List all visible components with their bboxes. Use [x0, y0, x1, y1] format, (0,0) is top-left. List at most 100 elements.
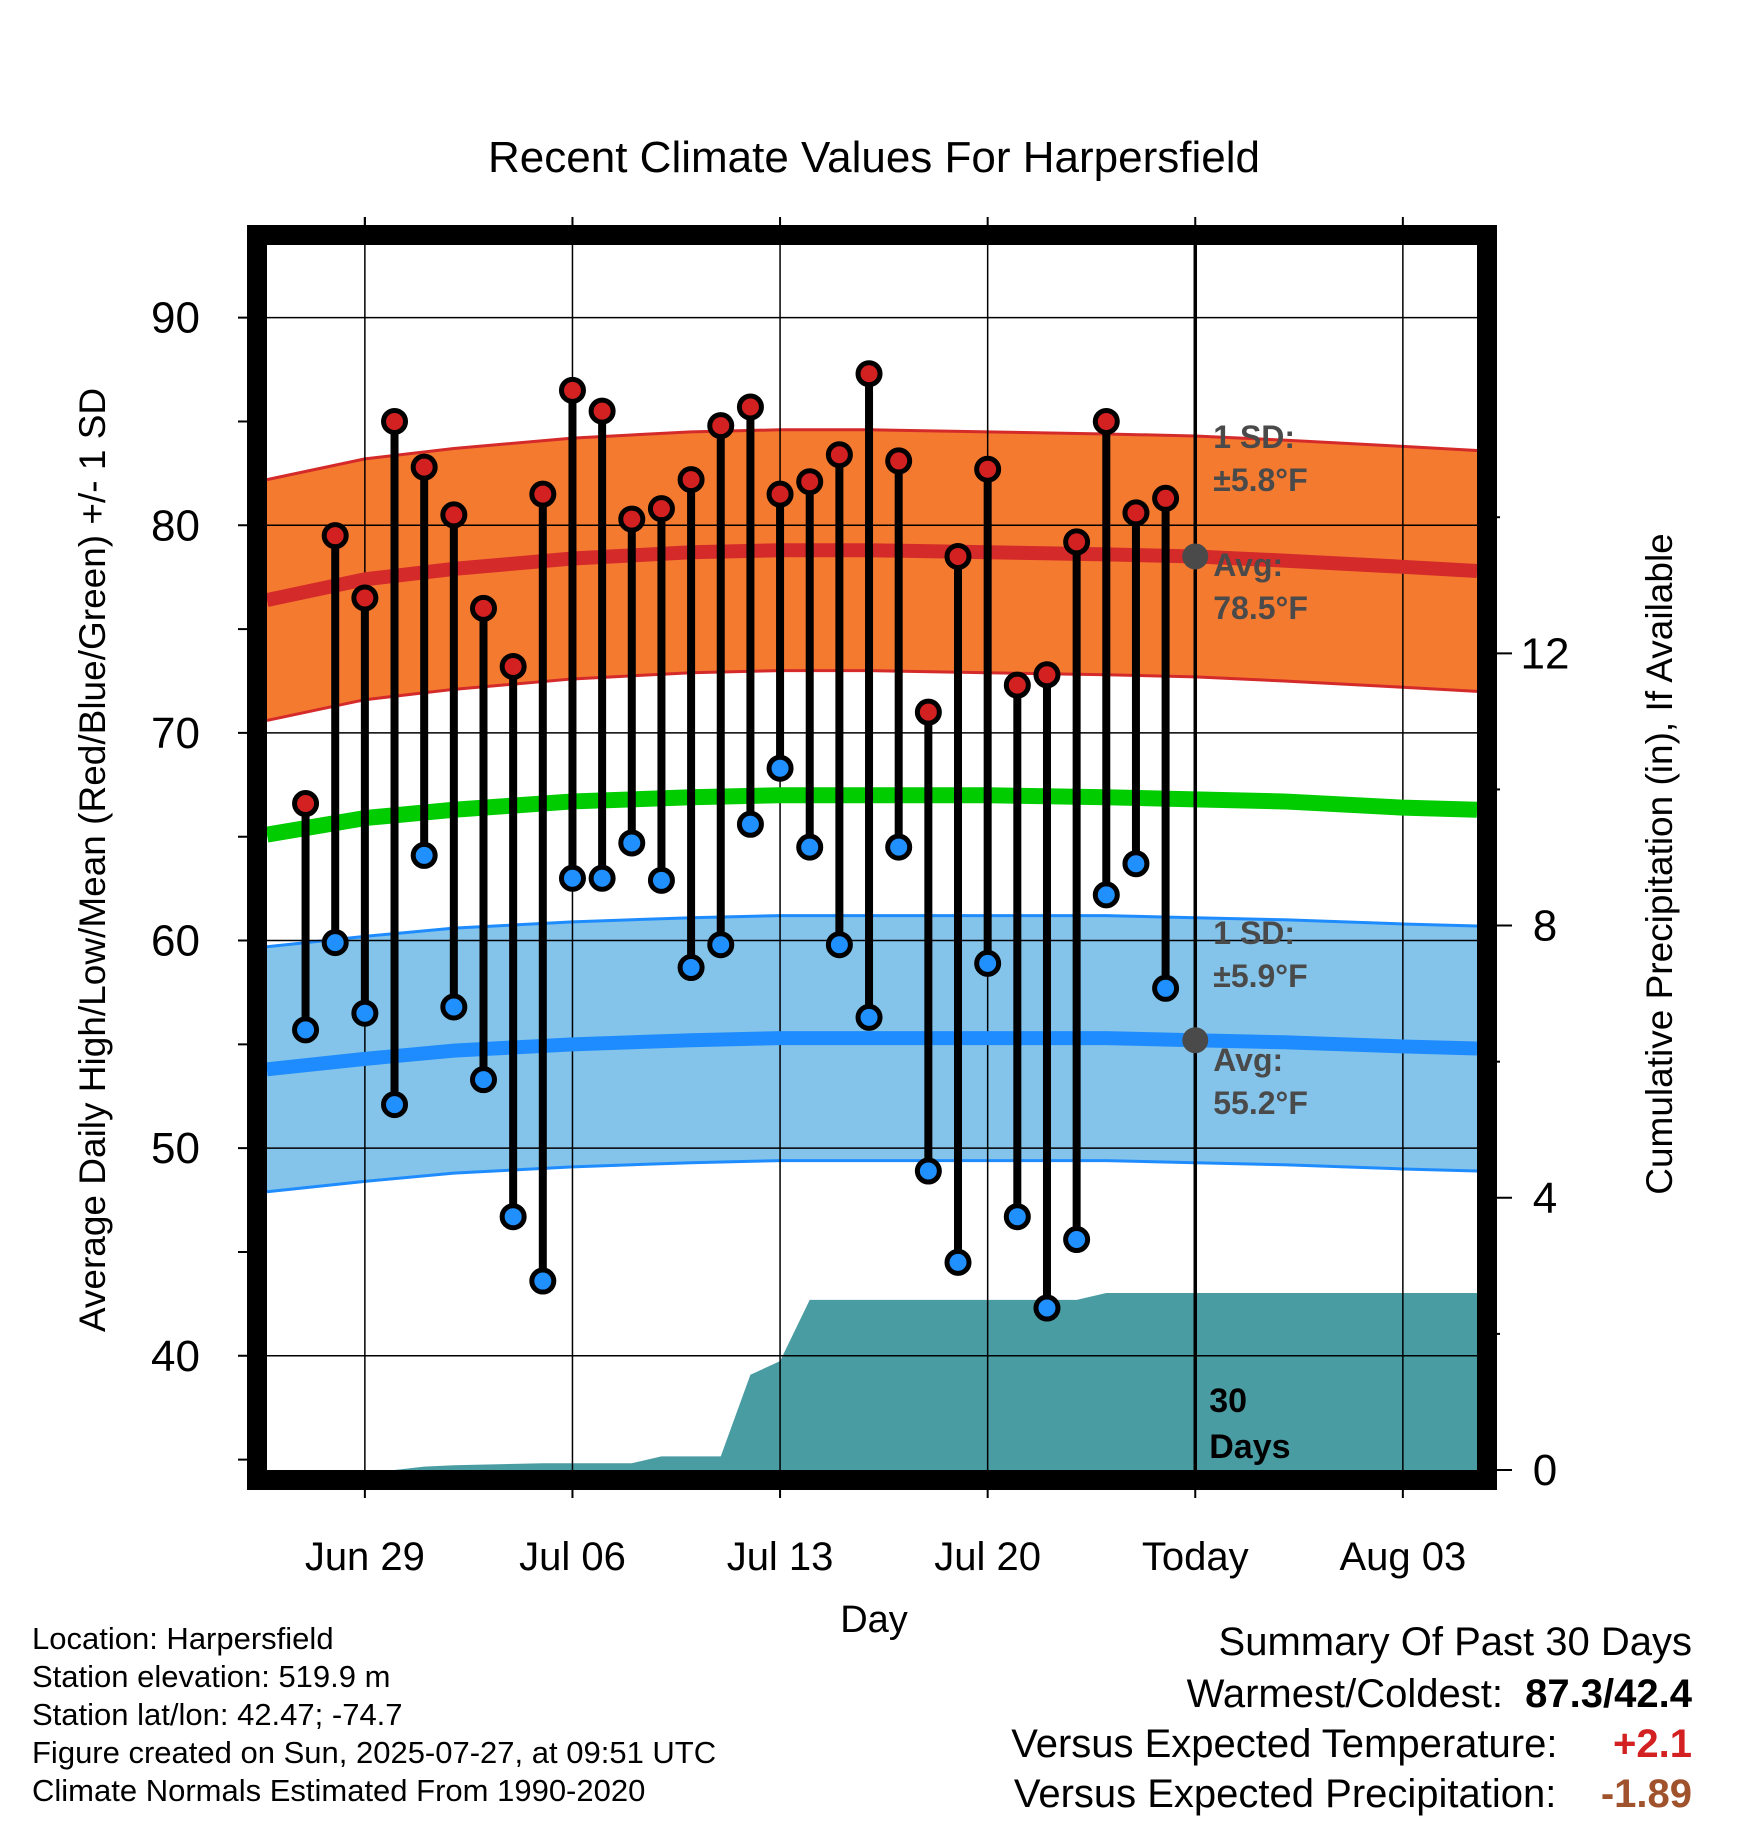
latlon-text: Station lat/lon: 42.47; -74.7	[32, 1697, 403, 1732]
precip-label: Versus Expected Precipitation:	[1013, 1772, 1557, 1816]
chart-title: Recent Climate Values For Harpersfield	[488, 133, 1260, 182]
daily-low-point	[1003, 1203, 1031, 1231]
daily-high-point	[1092, 407, 1120, 435]
daily-high-point	[944, 542, 972, 570]
daily-low-point	[647, 866, 675, 894]
high-sd-label: 1 SD:	[1213, 419, 1295, 455]
daily-low-point	[321, 929, 349, 957]
summary-title: Summary Of Past 30 Days	[1219, 1620, 1692, 1665]
daily-high-point	[321, 522, 349, 550]
temp-value: +2.1	[1613, 1722, 1692, 1766]
daily-low-point	[618, 829, 646, 857]
daily-low-point	[588, 864, 616, 892]
daily-low-point	[499, 1203, 527, 1231]
today-high-normal-marker	[1182, 543, 1209, 570]
y-axis-label: Average Daily High/Low/Mean (Red/Blue/Gr…	[72, 388, 113, 1332]
high-avg-label: Avg:	[1213, 547, 1283, 583]
daily-low-point	[351, 999, 379, 1027]
daily-low-point	[381, 1091, 409, 1119]
y-tick-label: 40	[151, 1332, 200, 1381]
low-avg-label: Avg:	[1213, 1042, 1283, 1078]
high-sd-value: ±5.8°F	[1213, 462, 1307, 498]
low-sd-lower-line	[266, 1159, 1478, 1194]
daily-high-point	[707, 412, 735, 440]
daily-low-point	[1152, 974, 1180, 1002]
daily-high-point	[885, 447, 913, 475]
summary-warm-cold: Warmest/Coldest: 87.3/42.4	[1187, 1672, 1692, 1717]
station-info: Location: Harpersfield Station elevation…	[32, 1620, 716, 1810]
daily-high-point	[529, 480, 557, 508]
daily-low-point	[1092, 881, 1120, 909]
daily-high-point	[1152, 484, 1180, 512]
y2-tick-label: 0	[1533, 1446, 1557, 1495]
x-tick-label: Jun 29	[305, 1535, 425, 1579]
x-tick-label: Jul 13	[727, 1535, 834, 1579]
daily-high-point	[796, 468, 824, 496]
daily-low-point	[974, 949, 1002, 977]
daily-low-point	[796, 833, 824, 861]
daily-high-point	[618, 505, 646, 533]
y2-tick-label: 8	[1533, 902, 1557, 951]
y-tick-label: 50	[151, 1124, 200, 1173]
x-tick-label: Aug 03	[1339, 1535, 1466, 1579]
daily-low-point	[469, 1066, 497, 1094]
normal-low-line	[266, 1031, 1478, 1077]
daily-low-point	[885, 833, 913, 861]
daily-high-point	[558, 376, 586, 404]
daily-low-point	[558, 864, 586, 892]
summary-precip: Versus Expected Precipitation: -1.89	[1014, 1772, 1692, 1817]
plot-area: 1 SD: ±5.8°F Avg: 78.5°F 1 SD: ±5.9°F Avg: 55.2…	[151, 217, 1569, 1579]
daily-low-point	[914, 1157, 942, 1185]
daily-low-point	[855, 1003, 883, 1031]
daily-high-point	[1003, 671, 1031, 699]
daily-low-point	[1122, 850, 1150, 878]
x-tick-label: Today	[1142, 1535, 1249, 1579]
today-low-normal-marker	[1182, 1027, 1209, 1054]
daily-low-point	[529, 1267, 557, 1295]
summary-title-text: Summary Of Past 30 Days	[1218, 1620, 1692, 1664]
low-sd-value: ±5.9°F	[1213, 958, 1307, 994]
daily-low-point	[410, 841, 438, 869]
y-tick-label: 70	[151, 709, 200, 758]
daily-high-point	[381, 407, 409, 435]
daily-low-point	[825, 931, 853, 959]
daily-high-point	[914, 698, 942, 726]
y-tick-label: 60	[151, 917, 200, 966]
daily-high-point	[974, 455, 1002, 483]
daily-low-point	[440, 993, 468, 1021]
daily-high-point	[677, 466, 705, 494]
daily-low-point	[944, 1248, 972, 1276]
precip-value: -1.89	[1600, 1772, 1692, 1816]
daily-high-point	[736, 393, 764, 421]
days-word-label: Days	[1209, 1428, 1290, 1466]
daily-low-point	[292, 1016, 320, 1044]
daily-low-point	[1033, 1294, 1061, 1322]
x-tick-label: Jul 20	[934, 1535, 1041, 1579]
daily-high-point	[766, 480, 794, 508]
daily-high-point	[410, 453, 438, 481]
daily-low-point	[707, 931, 735, 959]
normals-text: Climate Normals Estimated From 1990-2020	[32, 1773, 646, 1808]
y2-tick-label: 4	[1533, 1174, 1557, 1223]
daily-low-point	[677, 954, 705, 982]
daily-high-point	[825, 441, 853, 469]
y2-axis-label: Cumulative Precipitation (in), If Availa…	[1639, 533, 1680, 1195]
plot-frame	[247, 225, 1497, 1490]
daily-low-point	[736, 810, 764, 838]
daily-high-point	[292, 790, 320, 818]
low-avg-value: 55.2°F	[1213, 1085, 1308, 1121]
precip-area	[267, 1293, 1477, 1470]
y-tick-label: 80	[151, 501, 200, 550]
daily-high-point	[351, 584, 379, 612]
daily-high-point	[588, 397, 616, 425]
summary-temp: Versus Expected Temperature: +2.1	[1011, 1722, 1692, 1767]
daily-high-point	[499, 652, 527, 680]
daily-low-point	[1063, 1226, 1091, 1254]
daily-high-point	[440, 501, 468, 529]
elevation-text: Station elevation: 519.9 m	[32, 1659, 391, 1694]
y2-tick-label: 12	[1521, 629, 1570, 678]
warm-cold-label: Warmest/Coldest:	[1186, 1672, 1503, 1716]
daily-high-point	[1063, 528, 1091, 556]
created-text: Figure created on Sun, 2025-07-27, at 09…	[32, 1735, 717, 1770]
